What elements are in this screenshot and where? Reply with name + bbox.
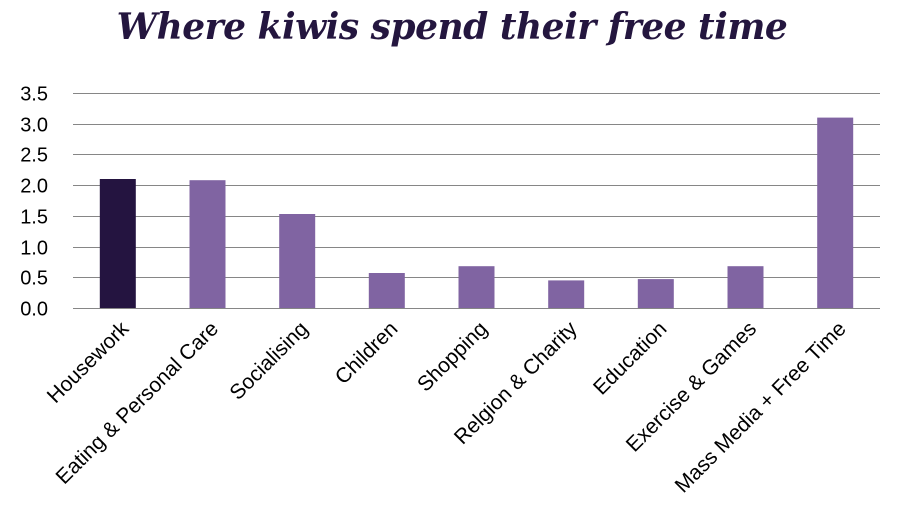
y-tick-label: 2.5: [20, 145, 48, 167]
bar: [548, 280, 585, 308]
bars: [99, 117, 854, 308]
bar: [817, 117, 854, 308]
bar: [99, 179, 136, 308]
x-category-label: Education: [589, 317, 671, 399]
x-category-label: Shopping: [413, 317, 492, 396]
x-category-label: Eating & Personal Care: [52, 317, 223, 488]
y-tick-label: 1.0: [20, 238, 48, 260]
bar: [368, 273, 405, 308]
x-category-label: Socialising: [225, 317, 312, 404]
y-tick-label: 1.5: [20, 207, 48, 229]
y-tick-label: 3.5: [20, 84, 48, 106]
bar: [458, 266, 495, 308]
bar: [279, 214, 316, 308]
y-tick-label: 2.0: [20, 176, 48, 198]
bar: [727, 266, 764, 308]
bar: [189, 180, 226, 308]
x-category-label: Children: [331, 317, 403, 389]
y-axis-tick-labels: 0.0 0.5 1.0 1.5 2.0 2.5 3.0 3.5: [20, 84, 48, 321]
bar: [637, 279, 674, 308]
y-tick-label: 3.0: [20, 115, 48, 137]
x-category-label: Mass Media + Free Time: [671, 317, 851, 497]
x-category-label: Housework: [43, 317, 134, 408]
y-tick-label: 0.5: [20, 268, 48, 290]
chart-title: Where kiwis spend their free time: [116, 6, 788, 48]
y-tick-label: 0.0: [20, 299, 48, 321]
